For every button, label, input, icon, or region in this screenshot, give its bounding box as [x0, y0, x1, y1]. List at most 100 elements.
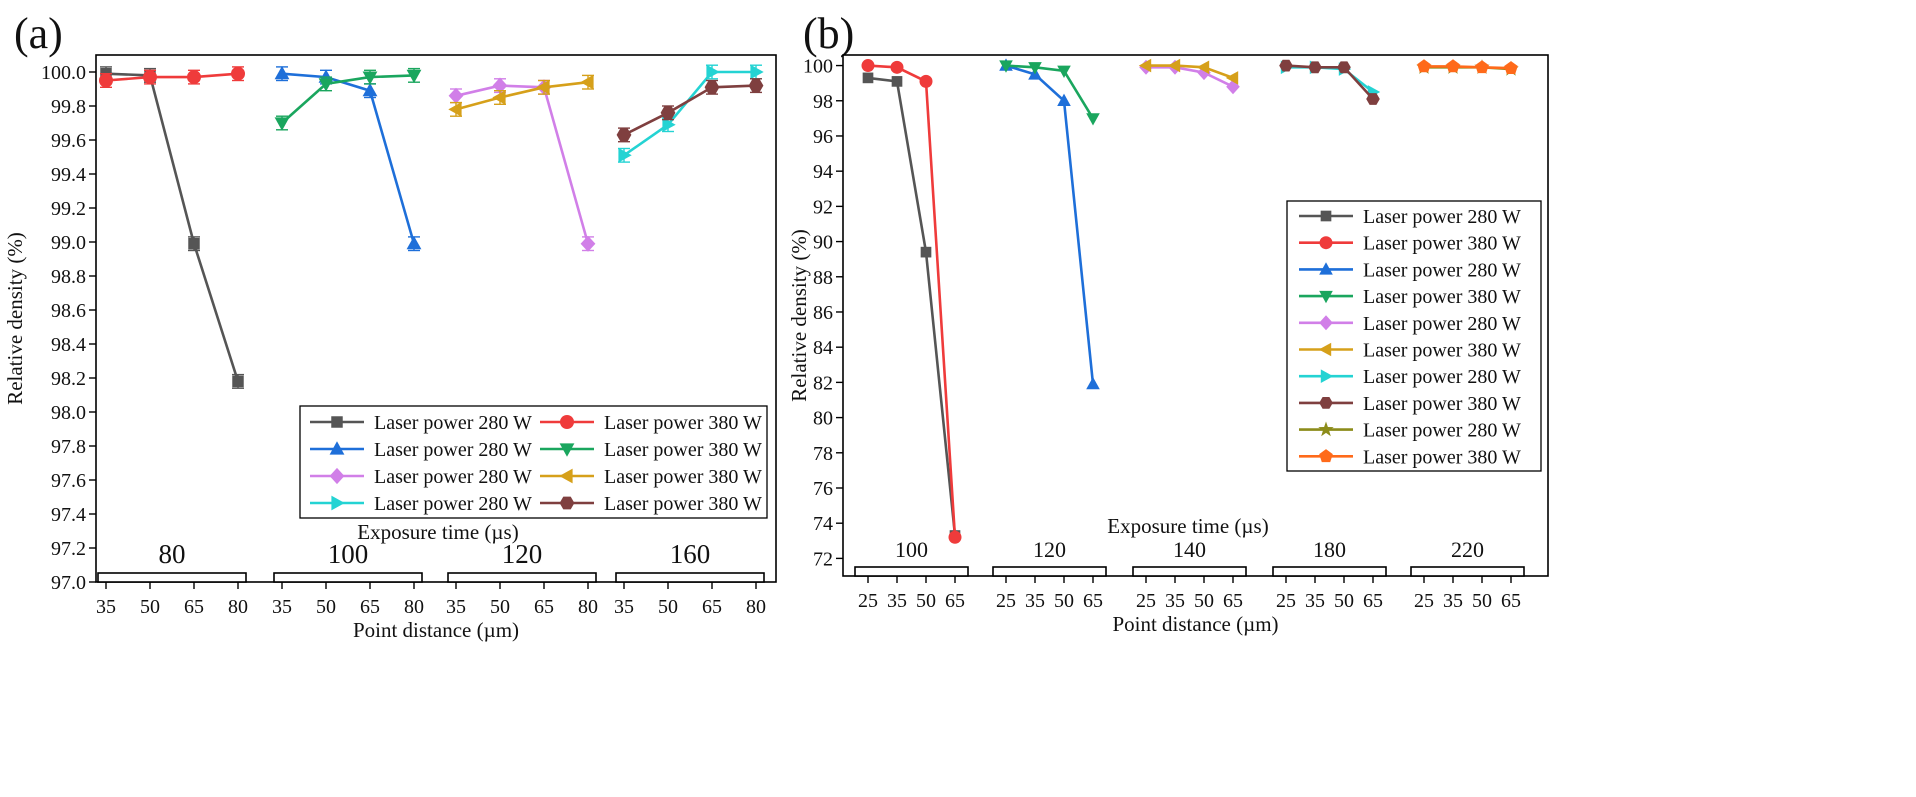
- series-4: [274, 67, 422, 131]
- y-tick-label: 97.0: [51, 572, 86, 594]
- legend-label: Laser power 280 W: [374, 412, 532, 434]
- y-axis-label: Relative density (%): [787, 229, 811, 402]
- series-line: [867, 64, 957, 538]
- y-tick-label: 97.2: [51, 538, 86, 560]
- data-point: [580, 74, 594, 90]
- x-tick-label: 35: [614, 596, 634, 618]
- data-point: [188, 237, 200, 250]
- series-line: [1146, 64, 1234, 80]
- data-point: [492, 90, 506, 105]
- group-bracket: [1132, 566, 1247, 577]
- legend-item: Laser power 280 W: [310, 493, 532, 515]
- series-line: [1005, 64, 1095, 385]
- series-line: [455, 84, 590, 245]
- data-point: [143, 70, 157, 85]
- group-label: 140: [1173, 537, 1206, 562]
- series-3: [999, 58, 1100, 390]
- y-tick-label: 98.0: [51, 402, 86, 424]
- x-tick-label: 35: [1165, 590, 1185, 612]
- legend-marker: [559, 468, 573, 484]
- x-axis-label: Point distance (µm): [353, 618, 519, 642]
- series-line: [867, 76, 957, 536]
- y-tick-label: 99.0: [51, 232, 86, 254]
- legend-item: Laser power 380 W: [540, 439, 762, 461]
- series-line: [105, 72, 239, 82]
- legend-marker: [1318, 342, 1332, 357]
- y-tick-label: 88: [813, 267, 833, 289]
- y-tick-label: 97.6: [51, 470, 86, 492]
- y-tick-label: 90: [813, 232, 833, 254]
- group-label: 80: [159, 539, 186, 569]
- legend-label: Laser power 280 W: [1363, 259, 1521, 281]
- y-tick-label: 99.6: [51, 130, 86, 152]
- legend-item: Laser power 380 W: [540, 493, 762, 515]
- data-point: [999, 60, 1013, 73]
- data-point: [1279, 59, 1293, 72]
- data-point: [861, 59, 875, 73]
- data-point: [406, 236, 422, 250]
- group-bracket: [1410, 566, 1525, 577]
- y-tick-label: 86: [813, 302, 833, 324]
- legend-label: Laser power 380 W: [1363, 340, 1521, 362]
- x-tick-label: 65: [534, 596, 554, 618]
- data-point: [890, 60, 904, 74]
- x-tick-label: 35: [96, 596, 116, 618]
- y-tick-label: 94: [813, 161, 833, 183]
- group-label: 120: [1033, 537, 1066, 562]
- data-point: [406, 69, 422, 84]
- y-tick-label: 100.0: [41, 62, 86, 84]
- data-point: [662, 117, 676, 132]
- panel-label: (a): [14, 9, 63, 58]
- series-4: [999, 60, 1100, 126]
- data-point: [274, 66, 290, 80]
- data-point: [660, 106, 676, 120]
- y-tick-label: 84: [813, 337, 833, 359]
- legend: Laser power 280 W Laser power 380 W Laser …: [299, 405, 768, 519]
- data-point: [492, 77, 508, 94]
- x-tick-label: 50: [658, 596, 678, 618]
- legend-label: Laser power 380 W: [1363, 286, 1521, 308]
- data-point: [750, 64, 764, 80]
- data-point: [1196, 60, 1210, 75]
- y-tick-label: 99.2: [51, 198, 86, 220]
- series-6: [1138, 58, 1239, 85]
- legend-label: Laser power 380 W: [604, 493, 762, 515]
- legend-marker: [329, 467, 345, 485]
- data-point: [580, 235, 596, 252]
- group-bracket: [992, 566, 1107, 577]
- x-axis-label: Point distance (µm): [1112, 612, 1278, 636]
- group-label: 100: [328, 539, 369, 569]
- x-tick-label: 50: [316, 596, 336, 618]
- data-point: [1028, 62, 1042, 75]
- x-tick-label: 35: [272, 596, 292, 618]
- legend-label: Laser power 280 W: [1363, 206, 1521, 228]
- y-tick-label: 72: [813, 548, 833, 570]
- x-tick-label: 25: [996, 590, 1016, 612]
- legend-item: Laser power 280 W: [310, 412, 532, 434]
- data-point: [919, 74, 933, 88]
- legend-marker: [560, 415, 574, 429]
- data-point: [618, 147, 632, 163]
- legend-item: Laser power 280 W: [1299, 206, 1521, 228]
- legend-item: Laser power 280 W: [1299, 420, 1521, 442]
- data-point: [1057, 65, 1071, 78]
- legend-marker: [559, 496, 575, 510]
- series-line: [623, 70, 756, 157]
- x-tick-label: 35: [1443, 590, 1463, 612]
- data-point: [232, 375, 244, 388]
- x-tick-label: 65: [1501, 590, 1521, 612]
- data-point: [748, 79, 764, 92]
- data-point: [362, 71, 378, 85]
- y-tick-label: 92: [813, 196, 833, 218]
- group-bracket: [447, 572, 597, 583]
- legend-item: Laser power 380 W: [1299, 340, 1521, 362]
- y-tick-label: 97.8: [51, 436, 86, 458]
- legend-item: Laser power 380 W: [1299, 233, 1521, 255]
- legend-box: [299, 405, 768, 519]
- group-title: Exposure time (µs): [357, 520, 518, 544]
- data-point: [1167, 58, 1181, 73]
- series-line: [1286, 66, 1374, 94]
- x-tick-label: 50: [140, 596, 160, 618]
- x-tick-label: 65: [945, 590, 965, 612]
- x-tick-label: 80: [404, 596, 424, 618]
